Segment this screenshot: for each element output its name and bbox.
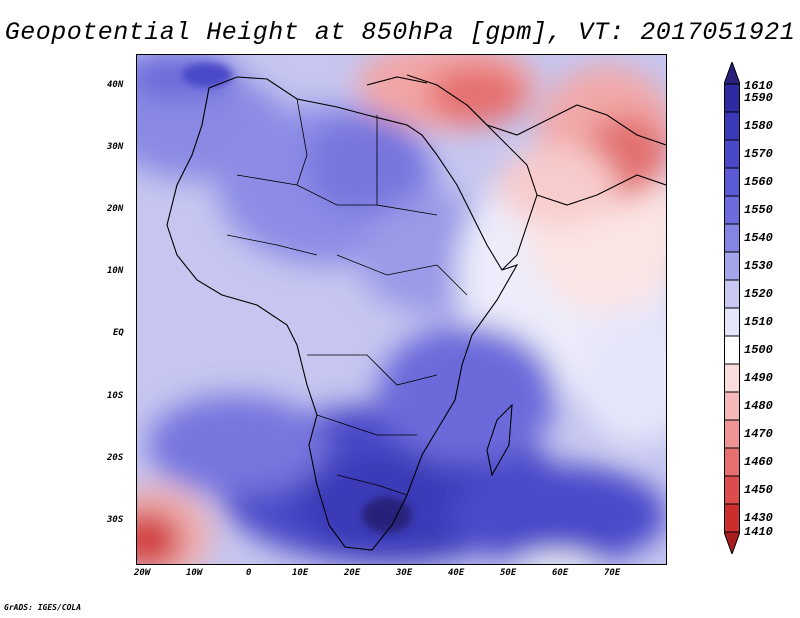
colorbar-box	[724, 111, 740, 141]
colorbar-box	[724, 335, 740, 365]
colorbar-box	[724, 307, 740, 337]
lat-label-10n: 10N	[107, 266, 124, 276]
colorbar-label: 1540	[744, 231, 773, 245]
colorbar-box	[724, 279, 740, 309]
credit-label: GrADS: IGES/COLA	[4, 603, 82, 612]
colorbar-label: 1560	[744, 175, 773, 189]
colorbar-label: 1520	[744, 287, 773, 301]
colorbar-label: 1510	[744, 315, 773, 329]
colorbar-label: 1450	[744, 483, 773, 497]
colorbar-box	[724, 167, 740, 197]
lat-label-30n: 30N	[107, 142, 124, 152]
lon-label-30e: 30E	[396, 568, 413, 578]
lat-label-20s: 20S	[107, 453, 124, 463]
lon-label-10e: 10E	[292, 568, 309, 578]
lon-label-20e: 20E	[344, 568, 361, 578]
colorbar-box	[724, 475, 740, 505]
map-panel	[136, 54, 667, 565]
madagascar	[486, 403, 513, 477]
colorbar-box	[724, 363, 740, 393]
colorbar-label: 1460	[744, 455, 773, 469]
lat-label-10s: 10S	[107, 391, 124, 401]
colorbar-label: 1410	[744, 525, 773, 539]
lon-label-70e: 70E	[604, 568, 621, 578]
colorbar-label: 1500	[744, 343, 773, 357]
lon-label-40e: 40E	[448, 568, 465, 578]
lon-label-10w: 10W	[186, 568, 203, 578]
colorbar-box	[724, 195, 740, 225]
colorbar-label: 1530	[744, 259, 773, 273]
lat-label-eq: EQ	[113, 328, 124, 338]
colorbar-box	[724, 83, 740, 113]
colorbar-box	[724, 251, 740, 281]
colorbar-label: 1490	[744, 371, 773, 385]
chart-title: Geopotential Height at 850hPa [gpm], VT:…	[4, 18, 796, 47]
lon-label-50e: 50E	[500, 568, 517, 578]
lat-label-20n: 20N	[107, 204, 124, 214]
coastlines	[166, 74, 666, 551]
lat-label-30s: 30S	[107, 515, 124, 525]
colorbar-label: 1610	[744, 79, 773, 93]
lat-label-40n: 40N	[107, 80, 124, 90]
colorbar-box	[724, 391, 740, 421]
colorbar-box	[724, 223, 740, 253]
geopotential-map	[137, 55, 666, 564]
colorbar-label: 1580	[744, 119, 773, 133]
colorbar-label: 1570	[744, 147, 773, 161]
colorbar-box	[724, 447, 740, 477]
lon-label-60e: 60E	[552, 568, 569, 578]
colorbar	[724, 62, 740, 554]
colorbar-label: 1590	[744, 91, 773, 105]
colorbar-top-arrow	[724, 62, 740, 85]
lon-label-20w: 20W	[134, 568, 151, 578]
colorbar-label: 1480	[744, 399, 773, 413]
colorbar-label: 1470	[744, 427, 773, 441]
colorbar-label: 1550	[744, 203, 773, 217]
colorbar-box	[724, 419, 740, 449]
colorbar-box	[724, 503, 740, 533]
lon-label-0: 0	[246, 568, 252, 578]
colorbar-label: 1430	[744, 511, 773, 525]
colorbar-box	[724, 139, 740, 169]
colorbar-bottom-arrow	[724, 531, 740, 554]
field-shading	[137, 55, 666, 564]
